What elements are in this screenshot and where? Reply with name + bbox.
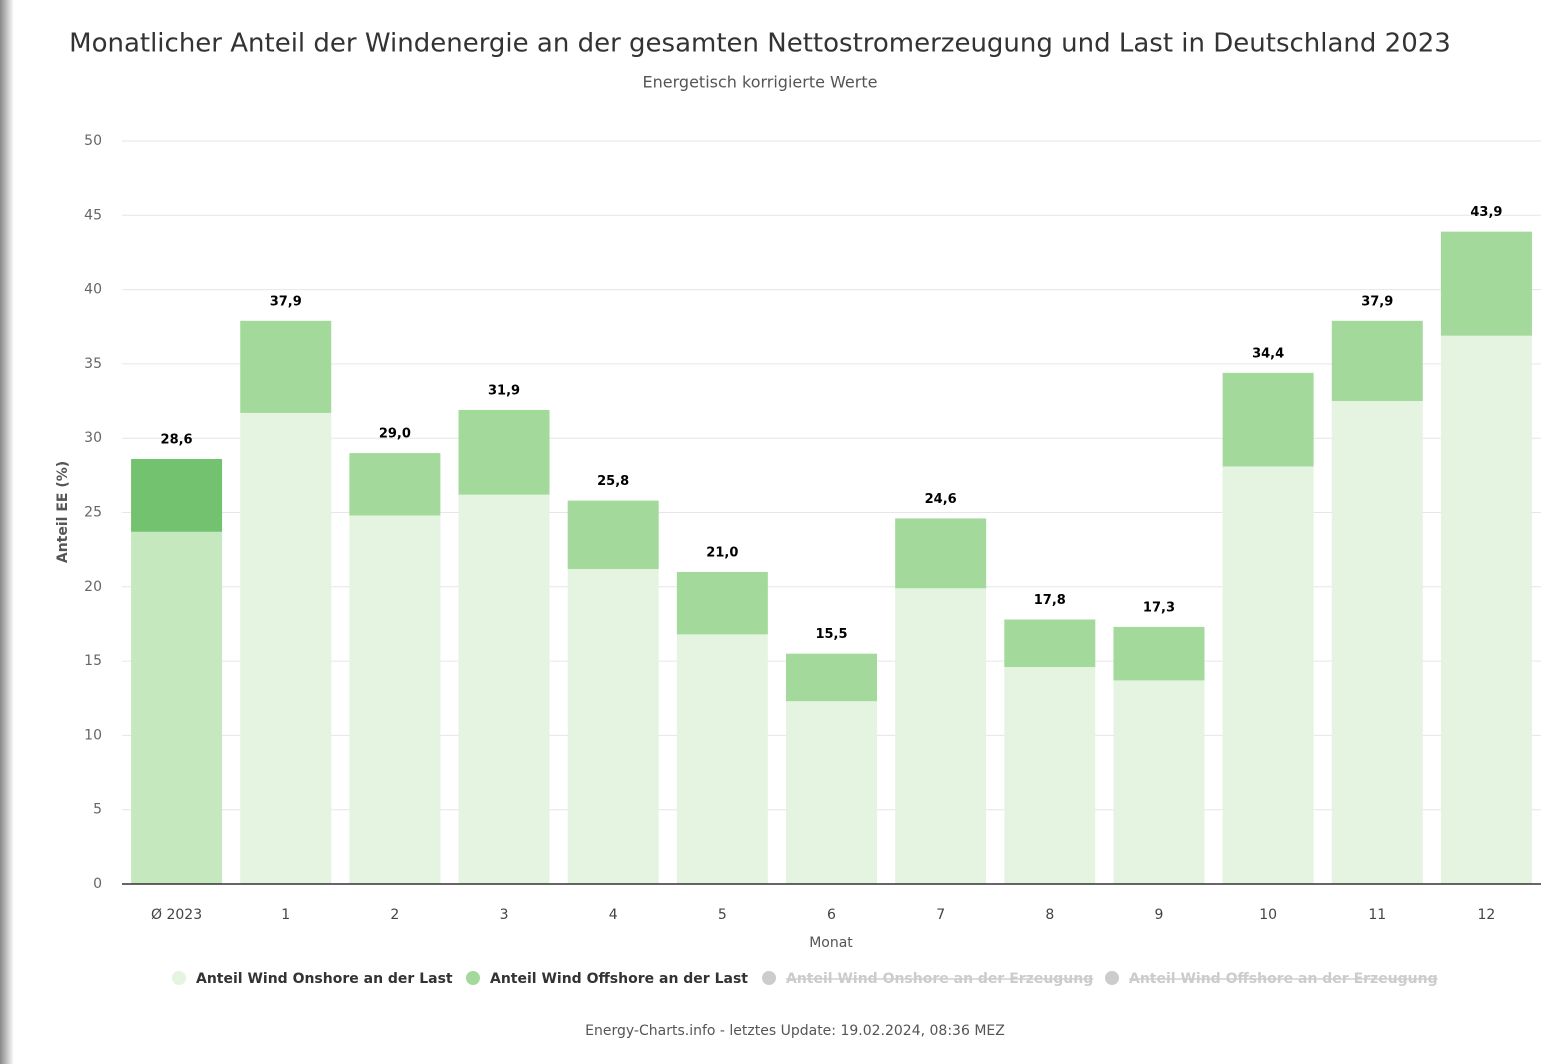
bar-segment <box>676 571 768 635</box>
bar-segment <box>240 412 332 884</box>
bar-segment <box>1440 231 1532 336</box>
legend-marker <box>466 971 480 985</box>
total-label: 37,9 <box>270 294 302 309</box>
bar-segment <box>1331 320 1423 402</box>
x-tick-label: 9 <box>1155 907 1164 923</box>
bar-segment <box>131 459 223 532</box>
legend-label[interactable]: Anteil Wind Offshore an der Erzeugung <box>1129 971 1438 987</box>
x-tick-label: 4 <box>609 907 618 923</box>
bar-segment <box>1113 626 1205 681</box>
x-tick-label: 12 <box>1478 907 1496 923</box>
total-label: 25,8 <box>597 474 629 489</box>
y-tick-label: 10 <box>84 727 102 743</box>
y-tick-label: 45 <box>84 207 102 223</box>
total-label: 15,5 <box>815 627 847 642</box>
x-tick-label: 11 <box>1368 907 1386 923</box>
legend-marker <box>172 971 186 985</box>
bar-segment <box>240 320 332 413</box>
bar-segment <box>567 500 659 569</box>
bar-segment <box>895 518 987 589</box>
total-label: 37,9 <box>1361 294 1393 309</box>
bar-segment <box>349 453 441 516</box>
bar-segment <box>1440 335 1532 884</box>
x-tick-label: 2 <box>390 907 399 923</box>
chart-title: Monatlicher Anteil der Windenergie an de… <box>69 29 1451 59</box>
total-label: 17,3 <box>1143 600 1175 615</box>
footer: Energy-Charts.info - letztes Update: 19.… <box>585 1023 1005 1039</box>
total-label: 29,0 <box>379 427 411 442</box>
bar-segment <box>349 515 441 884</box>
x-tick-label: 10 <box>1259 907 1277 923</box>
x-tick-label: 3 <box>500 907 509 923</box>
y-tick-label: 40 <box>84 282 102 298</box>
legend-label[interactable]: Anteil Wind Offshore an der Last <box>490 971 748 987</box>
bar-segment <box>895 588 987 884</box>
bar-segment <box>458 494 550 884</box>
x-tick-label: Ø 2023 <box>151 907 202 923</box>
legend-marker <box>1105 971 1119 985</box>
y-tick-label: 50 <box>84 133 102 149</box>
bar-segment <box>1222 372 1314 467</box>
y-tick-label: 0 <box>93 876 102 892</box>
bar-segment <box>1331 401 1423 884</box>
y-tick-label: 30 <box>84 430 102 446</box>
border-shadow <box>0 0 14 1064</box>
y-tick-label: 5 <box>93 802 102 818</box>
x-tick-label: 7 <box>936 907 945 923</box>
bar-segment <box>786 653 877 702</box>
legend-label[interactable]: Anteil Wind Onshore an der Erzeugung <box>786 971 1093 987</box>
x-tick-label: 1 <box>281 907 290 923</box>
legend-marker <box>762 971 776 985</box>
total-label: 31,9 <box>488 383 520 398</box>
bar-segment <box>676 634 768 884</box>
y-axis-label: Anteil EE (%) <box>55 461 71 563</box>
x-tick-label: 6 <box>827 907 836 923</box>
total-label: 28,6 <box>161 433 193 448</box>
bar-segment <box>458 409 550 495</box>
y-tick-label: 35 <box>84 356 102 372</box>
bar-segment <box>1113 680 1205 884</box>
x-tick-label: 5 <box>718 907 727 923</box>
bar-segment <box>786 701 877 884</box>
x-tick-label: 8 <box>1045 907 1054 923</box>
total-label: 21,0 <box>706 545 738 560</box>
total-label: 24,6 <box>925 492 957 507</box>
bar-segment <box>1004 667 1096 884</box>
bar-segment <box>1004 619 1096 668</box>
bar-segment <box>131 531 223 884</box>
y-tick-label: 15 <box>84 653 102 669</box>
total-label: 43,9 <box>1470 205 1502 220</box>
legend-label[interactable]: Anteil Wind Onshore an der Last <box>196 971 453 987</box>
chart-subtitle: Energetisch korrigierte Werte <box>643 73 878 92</box>
y-tick-label: 25 <box>84 505 102 521</box>
x-axis-label: Monat <box>809 935 853 951</box>
total-label: 17,8 <box>1034 593 1066 608</box>
bar-segment <box>1222 466 1314 884</box>
y-tick-label: 20 <box>84 579 102 595</box>
total-label: 34,4 <box>1252 346 1284 361</box>
bar-segment <box>567 568 659 884</box>
